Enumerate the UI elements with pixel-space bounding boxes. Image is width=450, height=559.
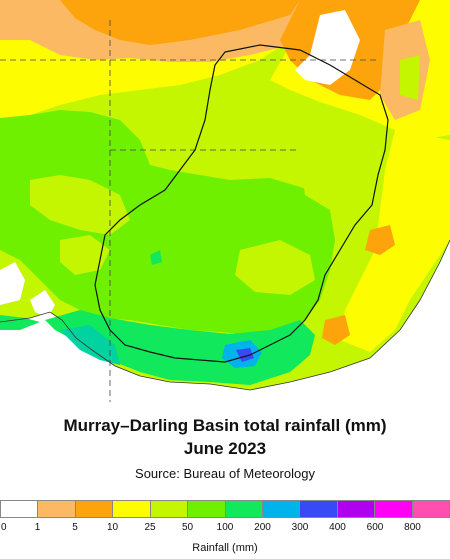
legend-tick-9: 400 — [329, 522, 346, 533]
legend-swatch-8 — [300, 500, 338, 518]
legend-swatch-4 — [150, 500, 189, 518]
legend-swatch-2 — [75, 500, 114, 518]
legend-swatch-0 — [0, 500, 39, 518]
legend-swatch-7 — [262, 500, 301, 518]
legend-swatch-3 — [113, 500, 151, 518]
legend-swatch-1 — [38, 500, 76, 518]
legend-swatch-5 — [188, 500, 226, 518]
map-period: June 2023 — [183, 439, 267, 458]
legend-tick-8: 300 — [291, 522, 309, 533]
legend-tick-0: 0 — [1, 522, 7, 533]
legend-tick-2: 5 — [72, 522, 78, 533]
legend-swatch-6 — [225, 500, 263, 518]
legend-swatch-11 — [412, 500, 450, 518]
legend-color-bar — [0, 500, 450, 518]
legend-tick-7: 200 — [254, 522, 271, 533]
legend-tick-3: 10 — [106, 522, 119, 533]
legend-swatch-9 — [337, 500, 376, 518]
legend-tick-4: 25 — [144, 522, 156, 533]
legend-swatch-10 — [375, 500, 413, 518]
legend-tick-1: 1 — [34, 522, 41, 533]
rainfall-map — [0, 0, 450, 402]
legend-tick-6: 100 — [216, 522, 234, 533]
legend-tick-10: 600 — [366, 522, 384, 533]
legend-tick-11: 800 — [404, 522, 421, 533]
source-credit: Source: Bureau of Meteorology — [135, 466, 315, 481]
legend-label: Rainfall (mm) — [192, 542, 258, 554]
legend-tick-labels: 0 1 5 10 25 50 100 200 300 400 600 800 — [0, 522, 450, 536]
map-title: Murray–Darling Basin total rainfall (mm) — [63, 416, 387, 435]
legend-tick-5: 50 — [181, 522, 194, 533]
basin-boundary — [94, 44, 389, 363]
